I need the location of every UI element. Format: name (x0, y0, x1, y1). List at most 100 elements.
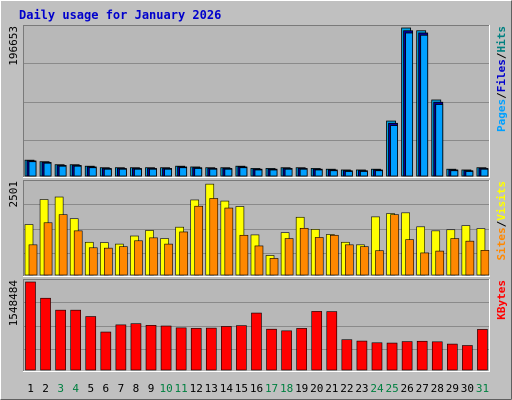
bar-sites-22 (345, 244, 354, 276)
x-tick-label-28: 28 (431, 382, 444, 395)
bar-pages-4 (73, 165, 82, 177)
bar-sites-5 (88, 247, 98, 276)
bar-sites-15 (239, 234, 249, 276)
bar-kbytes-25 (386, 342, 398, 371)
x-tick-label-3: 3 (57, 382, 64, 395)
bar-sites-19 (299, 227, 309, 276)
bar-kbytes-26 (401, 341, 413, 371)
panel-hits-files-pages: 196653 Pages/Files/Hits (7, 25, 508, 178)
bar-pages-26 (405, 32, 414, 177)
bar-kbytes-17 (266, 328, 277, 371)
legend-item-hits-files-pages-0: Pages (495, 99, 508, 132)
bar-kbytes-24 (371, 342, 383, 371)
bar-pages-24 (375, 170, 383, 177)
bar-kbytes-23 (356, 340, 368, 371)
bar-kbytes-12 (190, 328, 202, 371)
bar-kbytes-11 (175, 327, 187, 371)
x-tick-label-20: 20 (310, 382, 323, 395)
panel-kbytes: 1548484 KBytes (7, 279, 508, 372)
bar-sites-14 (224, 207, 234, 276)
bar-sites-13 (209, 198, 219, 276)
x-tick-label-13: 13 (205, 382, 218, 395)
bar-kbytes-8 (130, 323, 142, 371)
x-tick-label-11: 11 (175, 382, 188, 395)
bar-pages-20 (314, 169, 323, 177)
bar-kbytes-2 (40, 297, 51, 371)
x-tick-label-23: 23 (355, 382, 368, 395)
x-tick-label-21: 21 (325, 382, 338, 395)
x-tick-label-31: 31 (476, 382, 489, 395)
bar-sites-6 (104, 247, 113, 276)
bar-pages-22 (344, 171, 353, 177)
max-label-kbytes: 1548484 (7, 280, 20, 327)
bar-sites-8 (134, 240, 143, 276)
legend-item-hits-files-pages-1: / (495, 92, 508, 99)
bar-kbytes-29 (447, 343, 458, 371)
x-tick-label-12: 12 (190, 382, 203, 395)
x-tick-label-26: 26 (401, 382, 414, 395)
bar-kbytes-10 (160, 325, 172, 371)
x-tick-label-14: 14 (220, 382, 234, 395)
bar-pages-3 (58, 165, 67, 177)
bar-sites-11 (179, 231, 188, 276)
x-tick-label-22: 22 (340, 382, 353, 395)
bar-kbytes-21 (326, 311, 338, 371)
bar-kbytes-1 (25, 281, 36, 371)
bar-pages-31 (480, 168, 489, 177)
bar-kbytes-15 (236, 325, 247, 371)
bar-sites-27 (420, 252, 429, 276)
bar-kbytes-5 (85, 316, 97, 371)
bar-kbytes-6 (100, 331, 112, 371)
bar-pages-2 (43, 162, 52, 177)
bar-pages-6 (103, 168, 112, 177)
x-tick-label-4: 4 (72, 382, 79, 395)
x-tick-label-5: 5 (87, 382, 94, 395)
bar-pages-12 (194, 168, 203, 177)
x-tick-label-16: 16 (250, 382, 263, 395)
bar-pages-30 (465, 171, 474, 177)
bar-sites-12 (194, 205, 204, 276)
legend-hits-files-pages: Pages/Files/Hits (495, 26, 508, 132)
legend-item-kbytes-0: KBytes (495, 280, 508, 320)
bar-sites-4 (73, 230, 83, 276)
bar-kbytes-16 (251, 312, 262, 371)
bar-kbytes-7 (115, 324, 127, 371)
bar-kbytes-19 (296, 328, 307, 371)
x-tick-label-15: 15 (235, 382, 248, 395)
bar-kbytes-13 (205, 327, 217, 371)
max-label-hits-files-pages: 196653 (7, 26, 20, 66)
bar-sites-20 (314, 237, 324, 276)
legend-item-visits-sites-1: / (495, 220, 508, 227)
bar-pages-17 (269, 169, 278, 177)
x-tick-label-8: 8 (133, 382, 140, 395)
bar-pages-28 (435, 104, 444, 177)
bar-sites-23 (360, 246, 369, 276)
x-tick-label-17: 17 (265, 382, 278, 395)
bar-kbytes-18 (281, 330, 292, 371)
legend-item-hits-files-pages-3: / (495, 52, 508, 59)
bar-pages-16 (254, 169, 263, 177)
x-tick-label-2: 2 (42, 382, 49, 395)
bar-kbytes-14 (221, 326, 232, 371)
bar-sites-2 (43, 222, 53, 276)
x-tick-label-25: 25 (385, 382, 398, 395)
bar-sites-16 (254, 245, 264, 276)
bar-sites-29 (450, 238, 460, 276)
legend-item-visits-sites-2: Visits (495, 181, 508, 221)
bar-pages-1 (28, 161, 37, 177)
bar-kbytes-20 (311, 311, 323, 371)
chart-title: Daily usage for January 2026 (19, 8, 221, 22)
bar-kbytes-4 (70, 309, 81, 371)
bar-sites-24 (375, 250, 384, 276)
bar-sites-25 (390, 214, 399, 276)
x-tick-label-9: 9 (148, 382, 155, 395)
bar-pages-14 (224, 168, 233, 177)
bar-pages-27 (420, 34, 429, 177)
bar-kbytes-27 (416, 340, 428, 371)
legend-item-hits-files-pages-4: Hits (495, 26, 508, 53)
bar-pages-23 (360, 171, 368, 177)
legend-item-visits-sites-0: Sites (495, 227, 508, 260)
legend-kbytes: KBytes (495, 280, 508, 320)
